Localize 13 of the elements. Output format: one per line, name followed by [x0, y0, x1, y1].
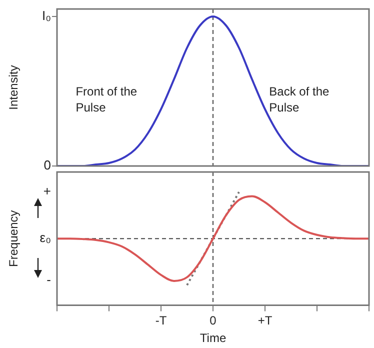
annotation: Back of the Pulse — [269, 84, 330, 114]
text: ε₀ — [40, 230, 51, 246]
text: + — [43, 184, 51, 199]
x-tick-label: -T — [155, 314, 168, 328]
x-tick-label: +T — [258, 314, 273, 328]
x-axis-title: Time — [200, 331, 226, 346]
text: - — [46, 272, 51, 288]
y-axis-title: Intensity — [6, 65, 20, 110]
text: 0 — [44, 158, 51, 173]
y-axis-title: Frequency — [6, 210, 20, 267]
x-tick-label: 0 — [210, 314, 217, 328]
annotation: Front of the Pulse — [76, 84, 138, 114]
text: I₀ — [42, 8, 51, 24]
